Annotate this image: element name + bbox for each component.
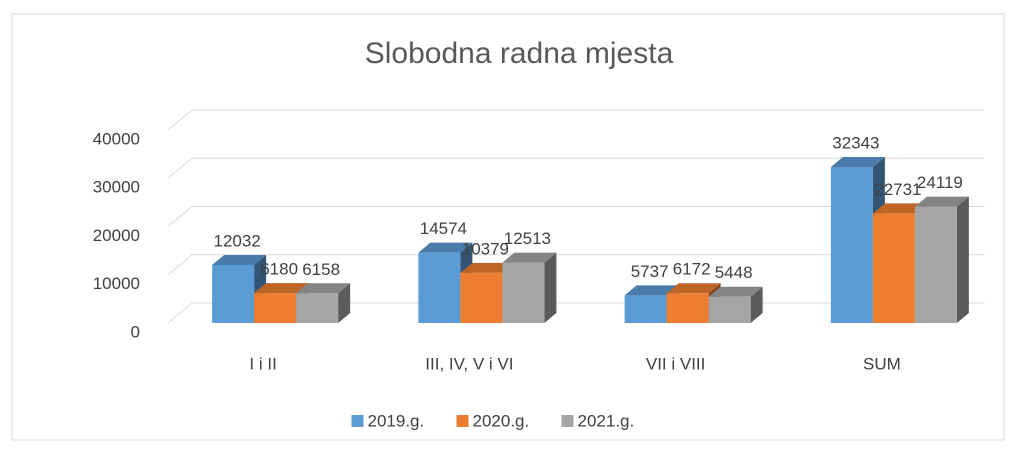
legend-swatch [561,415,574,427]
bar-front [460,272,503,323]
grid-line [167,206,985,227]
bar [212,254,267,323]
bar-top [666,283,721,294]
bar-side [544,252,557,323]
bar [914,196,969,323]
bar-front [830,166,873,323]
legend-swatch [351,415,364,427]
bar-side [338,283,351,323]
bar-front [502,262,545,323]
y-tick-label: 20000 [93,226,140,245]
y-tick-label: 30000 [93,178,140,197]
legend-label: 2020.g. [473,411,530,430]
x-tick-label: VII i VIII [646,354,706,373]
bar-front [296,293,339,323]
bar-top [212,254,267,265]
bar-top [830,156,885,167]
x-tick-label: I i II [249,354,276,373]
bar-top [872,203,927,214]
grid-line [167,254,985,276]
legend-swatch [456,415,469,427]
bar-side [956,196,969,323]
bar-top [418,242,473,253]
y-tick-label: 0 [131,322,140,341]
data-label: 12032 [213,231,260,250]
data-label: 22731 [874,180,921,199]
data-label: 32343 [832,133,879,152]
data-label: 10379 [462,239,509,258]
bar-front [418,252,461,323]
bar [296,283,351,323]
bar-front [872,213,915,323]
data-label: 5448 [715,263,753,282]
data-label: 6180 [260,260,298,279]
chart-title: Slobodna radna mjesta [365,37,674,70]
bar-top [624,285,679,296]
bar-front [212,264,255,323]
data-label: 6158 [302,260,340,279]
bar-front [254,293,297,323]
bar-top [914,196,969,207]
legend-label: 2019.g. [368,411,425,430]
data-label: 14574 [420,219,467,238]
x-tick-label: III, IV, V i VI [425,354,513,373]
bar-front [914,206,957,323]
bar-front [666,293,709,323]
bar-top [502,252,557,263]
bar-top [460,262,515,273]
bar-top [254,283,309,294]
data-label: 5737 [631,262,669,281]
bar-side [750,286,763,323]
grid-line [167,157,985,179]
bar-front [624,295,667,323]
x-tick-label: SUM [863,354,901,373]
bar-top [708,286,763,297]
y-tick-label: 10000 [93,274,140,293]
bar [502,252,557,323]
y-tick-label: 40000 [93,129,140,148]
legend-label: 2021.g. [578,411,635,430]
data-label: 6172 [673,260,711,279]
data-label: 12513 [504,229,551,248]
bar [708,286,763,323]
bar-top [296,283,351,294]
grid-line [167,109,985,131]
data-label: 24119 [917,173,963,192]
bar-front [708,296,751,323]
